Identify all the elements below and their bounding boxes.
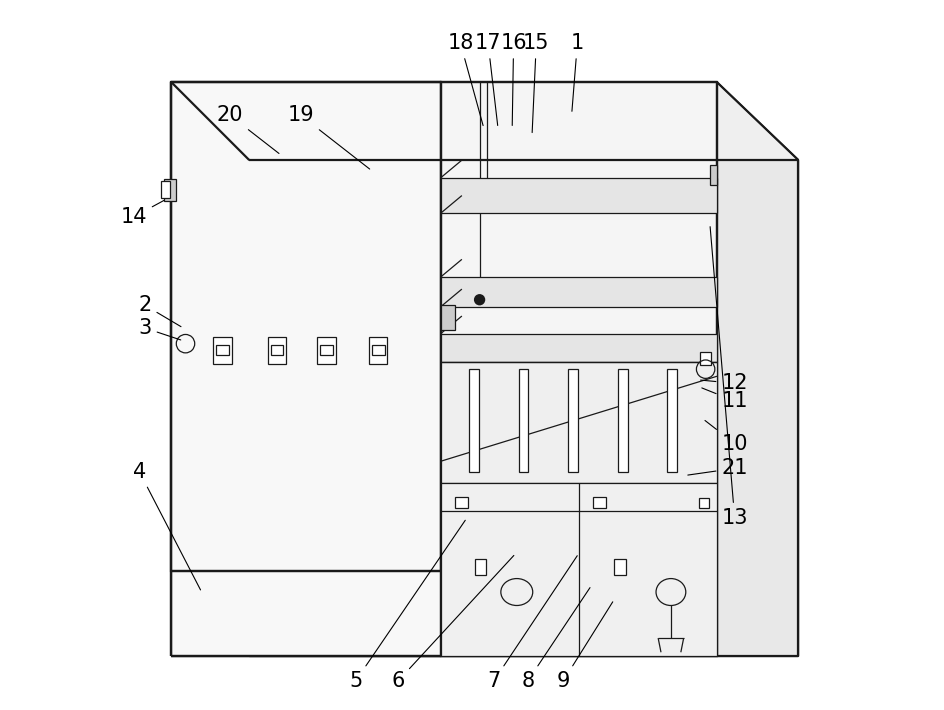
Text: 1: 1 — [570, 33, 583, 111]
Text: 20: 20 — [217, 106, 278, 153]
Text: 17: 17 — [474, 33, 501, 126]
Bar — [320, 345, 332, 355]
Circle shape — [473, 294, 484, 305]
Polygon shape — [249, 160, 798, 656]
Text: 15: 15 — [522, 33, 549, 133]
Text: 12: 12 — [700, 373, 747, 393]
Bar — [267, 337, 286, 364]
Bar — [468, 369, 479, 472]
Text: 8: 8 — [521, 588, 589, 691]
Bar — [369, 337, 387, 364]
Bar — [160, 180, 170, 198]
Text: 6: 6 — [391, 555, 514, 691]
Bar — [567, 369, 578, 472]
Bar — [372, 345, 384, 355]
Bar — [440, 483, 716, 656]
Text: 21: 21 — [687, 459, 747, 479]
Polygon shape — [716, 82, 798, 656]
Text: 5: 5 — [348, 520, 464, 691]
Bar — [440, 334, 716, 362]
Bar — [518, 369, 528, 472]
Bar — [592, 497, 605, 508]
Bar — [440, 82, 716, 656]
Text: 4: 4 — [133, 462, 200, 590]
Bar — [440, 277, 716, 307]
Bar — [270, 345, 283, 355]
Bar — [163, 179, 177, 200]
Bar — [700, 352, 711, 365]
Bar — [440, 305, 454, 330]
Bar — [709, 165, 716, 185]
Text: 11: 11 — [701, 388, 747, 411]
Bar — [440, 178, 716, 213]
Bar — [699, 498, 708, 508]
Bar — [614, 559, 625, 575]
Text: 16: 16 — [499, 33, 527, 126]
Bar — [171, 571, 440, 656]
Bar — [474, 559, 485, 575]
Bar — [666, 369, 677, 472]
Text: 14: 14 — [121, 200, 163, 226]
Bar — [617, 369, 627, 472]
Bar — [213, 337, 231, 364]
Bar — [171, 82, 440, 571]
Bar — [454, 497, 467, 508]
Text: 3: 3 — [139, 318, 180, 340]
Bar — [216, 345, 228, 355]
Text: 10: 10 — [704, 420, 747, 454]
Bar — [317, 337, 335, 364]
Polygon shape — [171, 82, 798, 160]
Bar — [440, 362, 716, 483]
Text: 2: 2 — [139, 295, 181, 327]
Text: 19: 19 — [287, 106, 369, 169]
Text: 9: 9 — [556, 602, 612, 691]
Text: 7: 7 — [486, 556, 577, 691]
Text: 18: 18 — [447, 33, 482, 126]
Text: 13: 13 — [709, 226, 747, 528]
